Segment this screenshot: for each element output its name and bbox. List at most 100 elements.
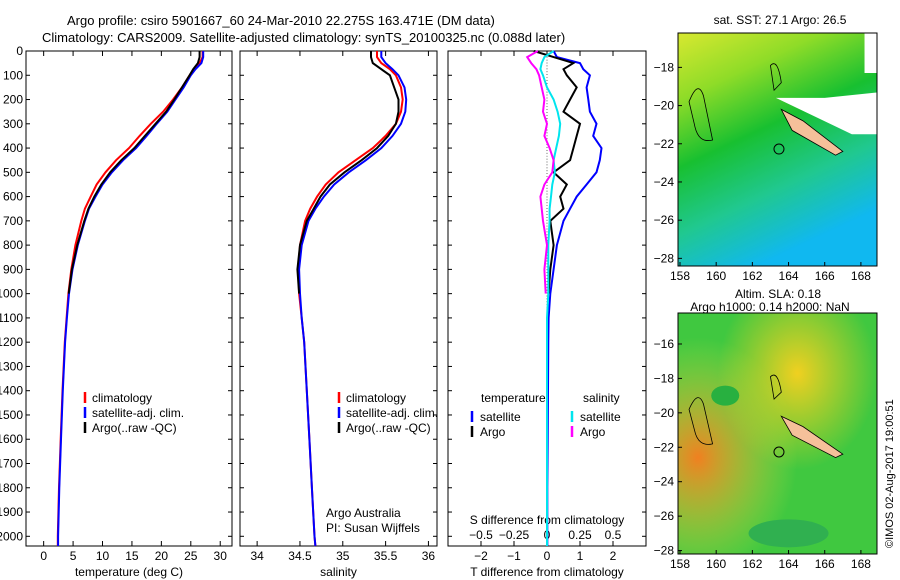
x-tick-label: 2 <box>610 549 617 563</box>
missing-data-area <box>864 33 877 73</box>
map-subtitle: Argo h1000: 0.14 h2000: NaN <box>690 300 849 314</box>
x-axis-label: temperature (deg C) <box>75 565 183 579</box>
y-tick-label: 100 <box>3 68 23 82</box>
x-tick-label: 34.5 <box>288 549 312 563</box>
plot-frame-temperature <box>25 50 233 547</box>
x2-tick-label: 0.5 <box>605 528 622 542</box>
x-tick-label: 1 <box>577 549 584 563</box>
map-lon-label: 164 <box>779 557 799 571</box>
map-frame-0 <box>677 32 878 267</box>
sla-low-area <box>711 385 740 406</box>
series-line-satellite-adj-clim- <box>298 51 408 547</box>
legend-entry: satellite-adj. clim. <box>92 406 184 420</box>
y-tick-label: 300 <box>3 117 23 131</box>
x-tick-label: 36 <box>422 549 436 563</box>
x-tick-label: 25 <box>184 549 198 563</box>
copyright-timestamp: ©IMOS 02-Aug-2017 19:00:51 <box>884 399 896 548</box>
map-lon-label: 166 <box>815 557 835 571</box>
y-tick-label: 1200 <box>0 335 23 349</box>
map-lon-label: 160 <box>706 269 726 283</box>
y-tick-label: 1700 <box>0 457 23 471</box>
y-tick-label: 2000 <box>0 529 23 543</box>
y-tick-label: 800 <box>3 238 23 252</box>
x-tick-label: −2 <box>474 549 488 563</box>
reef-contour <box>688 397 714 445</box>
x-tick-label: 20 <box>155 549 169 563</box>
y-tick-label: 1900 <box>0 505 23 519</box>
map-lon-label: 166 <box>815 269 835 283</box>
x-axis-label: T difference from climatology <box>470 565 624 579</box>
y-tick-label: 900 <box>3 262 23 276</box>
figure-title: Argo profile: csiro 5901667_60 24-Mar-20… <box>67 13 495 28</box>
map-lon-label: 162 <box>742 557 762 571</box>
series-line-t-satellite <box>546 50 603 546</box>
new-caledonia-landmass <box>780 415 844 459</box>
y-tick-label: 600 <box>3 190 23 204</box>
map-lat-label: −24 <box>654 175 675 189</box>
map-lon-label: 168 <box>851 557 871 571</box>
x-axis-label: salinity <box>320 565 357 579</box>
y-tick-label: 700 <box>3 214 23 228</box>
x-tick-label: 5 <box>70 549 77 563</box>
series-line-s-argo <box>525 50 555 294</box>
map-lon-label: 168 <box>851 269 871 283</box>
legend-entry: satellite <box>580 410 621 424</box>
legend-header: salinity <box>583 391 620 405</box>
x2-tick-label: −0.5 <box>469 528 493 542</box>
legend-entry: Argo <box>480 425 506 439</box>
reef-contour <box>770 374 782 400</box>
legend-entry: Argo(..raw -QC) <box>92 421 177 435</box>
legend-entry: climatology <box>346 391 406 405</box>
map-lat-label: −22 <box>654 137 675 151</box>
map-lon-label: 160 <box>706 557 726 571</box>
x-tick-label: 35.5 <box>374 549 398 563</box>
y-tick-label: 1800 <box>0 481 23 495</box>
x-tick-label: 15 <box>125 549 139 563</box>
map-frame-1 <box>677 312 878 555</box>
map-lon-label: 164 <box>779 269 799 283</box>
y-tick-label: 1500 <box>0 408 23 422</box>
x-tick-label: 0 <box>544 549 551 563</box>
map-lat-label: −18 <box>654 371 675 385</box>
map-title: Altim. SLA: 0.18 <box>735 287 821 301</box>
map-lat-label: −26 <box>654 213 675 227</box>
figure-subtitle: Climatology: CARS2009. Satellite-adjuste… <box>42 30 566 45</box>
reef-contour <box>770 63 782 92</box>
map-lat-label: −28 <box>654 251 675 265</box>
map-lat-label: −26 <box>654 509 675 523</box>
y-tick-label: 500 <box>3 165 23 179</box>
map-lon-label: 158 <box>670 557 690 571</box>
sla-high-area <box>678 313 877 554</box>
x-tick-label: 35 <box>336 549 350 563</box>
y-tick-label: 400 <box>3 141 23 155</box>
legend-entry: satellite <box>480 410 521 424</box>
series-line-argo-raw-qc- <box>296 51 400 294</box>
map-lat-label: −16 <box>654 337 675 351</box>
annotation-text: PI: Susan Wijffels <box>326 521 420 535</box>
series-line-argo-raw-qc- <box>67 51 201 294</box>
argo-float-location-marker <box>773 446 785 458</box>
missing-data-area <box>775 92 879 135</box>
map-lat-label: −28 <box>654 544 675 558</box>
map-lat-label: −20 <box>654 406 675 420</box>
x-tick-label: 34 <box>250 549 264 563</box>
y-tick-label: 1300 <box>0 359 23 373</box>
x2-tick-label: 0.25 <box>568 528 592 542</box>
y-tick-label: 1400 <box>0 384 23 398</box>
map-title: sat. SST: 27.1 Argo: 26.5 <box>714 13 847 27</box>
map-lat-label: −18 <box>654 60 675 74</box>
series-line-s-satellite <box>539 50 562 546</box>
y-tick-label: 0 <box>16 44 23 58</box>
argo-float-location-marker <box>773 143 785 155</box>
map-field-0 <box>678 33 877 266</box>
series-line-t-argo <box>533 50 582 294</box>
x-tick-label: 0 <box>40 549 47 563</box>
y-tick-label: 200 <box>3 93 23 107</box>
map-lat-label: −20 <box>654 99 675 113</box>
sla-low-area <box>748 519 829 548</box>
map-lat-label: −24 <box>654 475 675 489</box>
annotation-text: Argo Australia <box>326 506 401 520</box>
y-tick-label: 1600 <box>0 432 23 446</box>
